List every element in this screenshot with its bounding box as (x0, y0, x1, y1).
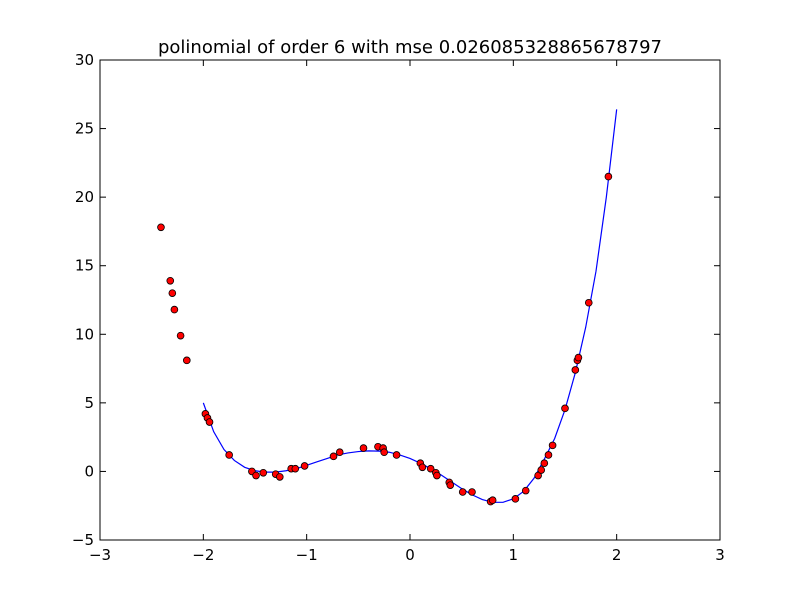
data-point (468, 488, 476, 496)
plot-area: −3 −2 −1 0 1 2 3 −5 0 5 10 15 20 25 30 (72, 51, 725, 564)
data-point (604, 172, 613, 181)
y-tick-label: 0 (84, 462, 94, 480)
x-tick-label: −1 (296, 546, 318, 564)
data-point (335, 448, 344, 457)
chart-title: polinomial of order 6 with mse 0.0260853… (158, 37, 662, 58)
data-point (458, 488, 467, 496)
data-point (170, 305, 179, 314)
data-point (275, 473, 284, 481)
data-point (300, 462, 309, 470)
y-tick-label: 5 (84, 394, 94, 412)
y-tick-label: 20 (75, 188, 94, 206)
x-tick-label: −2 (192, 546, 214, 564)
y-tick-label: 25 (75, 120, 94, 138)
data-point (584, 298, 593, 307)
data-point (488, 496, 497, 505)
x-tick-label: 0 (405, 546, 415, 564)
data-point (205, 418, 214, 426)
x-tick-label: 3 (715, 546, 725, 564)
data-point (511, 495, 520, 503)
data-point (252, 471, 260, 480)
data-point (521, 486, 530, 495)
data-point (433, 471, 441, 480)
data-point (168, 289, 177, 297)
data-point (176, 331, 185, 340)
data-point (561, 404, 569, 413)
x-tick-label: 2 (612, 546, 622, 564)
y-tick-label: 10 (75, 325, 94, 343)
y-tick-label: 30 (75, 51, 94, 69)
data-point (446, 481, 455, 489)
y-axis-ticks: −5 0 5 10 15 20 25 30 (72, 51, 720, 549)
data-point (166, 276, 175, 285)
data-point (380, 448, 388, 457)
data-point (329, 452, 338, 461)
data-point (183, 356, 191, 365)
y-tick-label: 15 (75, 257, 94, 275)
data-point (537, 466, 546, 474)
x-tick-label: −3 (89, 546, 111, 564)
data-point (571, 366, 580, 374)
data-point (225, 451, 233, 459)
data-point (548, 441, 557, 450)
x-axis-ticks: −3 −2 −1 0 1 2 3 (89, 60, 725, 564)
data-point (426, 464, 435, 473)
data-point (157, 223, 165, 232)
data-point (540, 459, 549, 468)
points-layer (157, 172, 613, 506)
data-point (359, 444, 368, 452)
x-tick-label: 1 (509, 546, 519, 564)
data-point (574, 353, 583, 362)
axes-frame (99, 59, 721, 541)
data-point (544, 451, 553, 459)
data-point (259, 468, 268, 477)
data-point (392, 451, 401, 459)
data-point (418, 463, 427, 472)
data-point (291, 464, 300, 473)
y-tick-label: −5 (72, 531, 94, 549)
